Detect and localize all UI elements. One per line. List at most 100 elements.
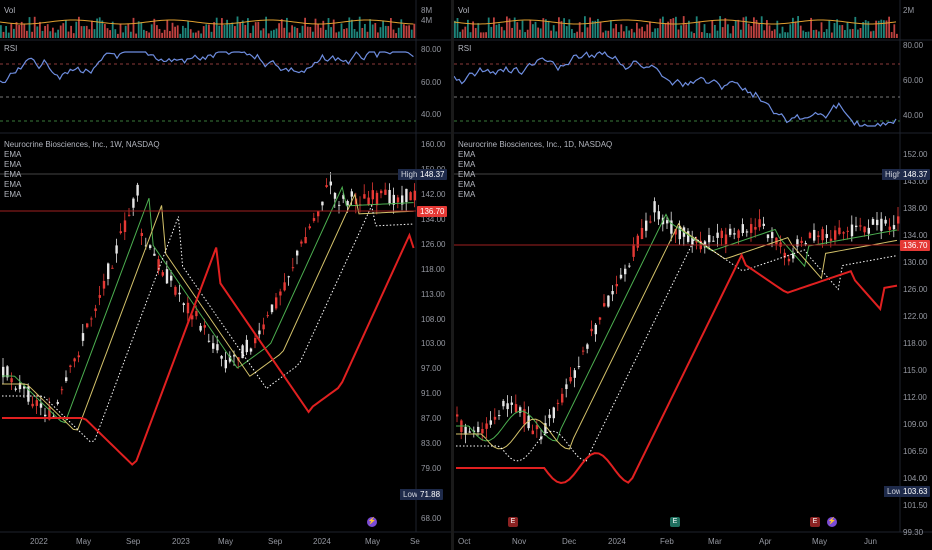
weekly-chart-canvas[interactable] [0, 0, 451, 550]
candle-body [39, 403, 43, 408]
volume-bar [364, 23, 366, 38]
candle-body [342, 195, 345, 199]
ema-legend-item[interactable]: EMA [4, 160, 22, 169]
volume-bar [568, 19, 571, 38]
volume-bar [13, 28, 15, 38]
volume-bar [241, 20, 244, 38]
volume-bar [560, 21, 563, 38]
price-axis-label: 126.00 [903, 285, 928, 294]
rsi-axis-label: 40.00 [903, 111, 924, 120]
volume-bar [72, 33, 75, 38]
volume-bar [286, 17, 288, 38]
volume-bar [400, 19, 403, 38]
earnings-event-icon[interactable]: E [670, 517, 680, 527]
ema-legend-item[interactable]: EMA [4, 150, 22, 159]
volume-bar [685, 24, 688, 38]
pane-divider[interactable] [451, 0, 454, 550]
volume-bar [784, 32, 786, 38]
candle-body [687, 231, 690, 242]
ema-legend-item[interactable]: EMA [4, 190, 22, 199]
ema-legend-item[interactable]: EMA [4, 180, 22, 189]
candle-body [35, 400, 38, 406]
volume-bar [275, 28, 278, 38]
ema-line-yellow [456, 222, 898, 450]
ema-legend-item[interactable]: EMA [4, 170, 22, 179]
chart-pane-weekly[interactable]: Vol 8M 4M RSI 80.00 60.00 40.00 Neurocri… [0, 0, 451, 550]
price-axis-label: 108.00 [421, 314, 446, 324]
volume-bar [872, 30, 875, 38]
volume-bar [890, 32, 893, 38]
earnings-event-icon[interactable]: E [508, 517, 518, 527]
volume-bar [776, 20, 779, 38]
candle-body [338, 204, 341, 206]
ema-legend-item[interactable]: EMA [458, 180, 476, 189]
volume-bar [85, 25, 88, 38]
candle-body [750, 224, 753, 233]
ema-legend-item[interactable]: EMA [458, 190, 476, 199]
volume-bar [392, 29, 395, 38]
chart-pane-daily[interactable]: Vol 2M RSI 80.00 60.00 40.00 Neurocrine … [454, 0, 932, 550]
candle-body [388, 189, 391, 204]
volume-bar [124, 25, 127, 38]
volume-bar [273, 29, 275, 38]
volume-bar [0, 25, 2, 38]
volume-bar [293, 26, 296, 38]
volume-bar [802, 30, 805, 38]
volume-bar [597, 18, 599, 38]
candle-body [586, 344, 589, 349]
lightning-event-icon[interactable]: ⚡ [367, 517, 377, 527]
volume-bar [628, 30, 630, 38]
volume-bar [820, 22, 823, 38]
volume-bar [247, 18, 249, 38]
volume-bar [52, 27, 54, 38]
time-axis-label: 2024 [608, 537, 626, 546]
volume-bar [348, 17, 351, 38]
volume-bar [578, 22, 581, 38]
volume-bar [244, 24, 247, 38]
candle-body [350, 191, 353, 197]
volume-bar [197, 30, 200, 38]
volume-bar [747, 23, 750, 38]
candle-body [477, 426, 480, 433]
volume-bar [158, 28, 161, 38]
volume-bar [208, 24, 210, 38]
time-axis-label: Dec [562, 537, 577, 546]
ema-legend-item[interactable]: EMA [458, 170, 476, 179]
volume-bar [127, 23, 130, 38]
candle-body [304, 236, 307, 244]
volume-bar [254, 22, 257, 38]
ema-legend-item[interactable]: EMA [458, 160, 476, 169]
volume-bar [366, 31, 369, 38]
daily-chart-canvas[interactable] [454, 0, 932, 550]
price-axis-label: 91.00 [421, 389, 442, 399]
volume-bar [472, 21, 474, 38]
volume-bar [893, 24, 896, 38]
volume-bar [228, 24, 231, 38]
candle-body [44, 414, 47, 417]
rsi-line [454, 51, 897, 127]
earnings-event-icon[interactable]: E [810, 517, 820, 527]
volume-bar [169, 31, 171, 38]
volume-bar [745, 16, 747, 38]
ema-legend-item[interactable]: EMA [458, 150, 476, 159]
candle-body [233, 355, 236, 357]
volume-bar [145, 30, 148, 38]
volume-bar [234, 26, 236, 38]
candle-body [636, 235, 639, 248]
ema-line-yellow [2, 192, 414, 431]
candle-body [771, 232, 774, 239]
volume-bar [831, 32, 833, 38]
volume-bar [807, 31, 810, 38]
volume-bar [369, 19, 371, 38]
candle-body [863, 226, 866, 233]
candle-body [666, 220, 669, 224]
lightning-event-icon[interactable]: ⚡ [827, 517, 837, 527]
price-axis-label: 112.00 [903, 393, 927, 402]
candle-body [813, 229, 816, 241]
volume-bar [573, 33, 576, 38]
volume-bar [338, 31, 340, 38]
volume-bar [356, 31, 358, 38]
volume-bar [114, 29, 117, 38]
volume-bar [226, 19, 228, 38]
volume-bar [408, 25, 410, 38]
